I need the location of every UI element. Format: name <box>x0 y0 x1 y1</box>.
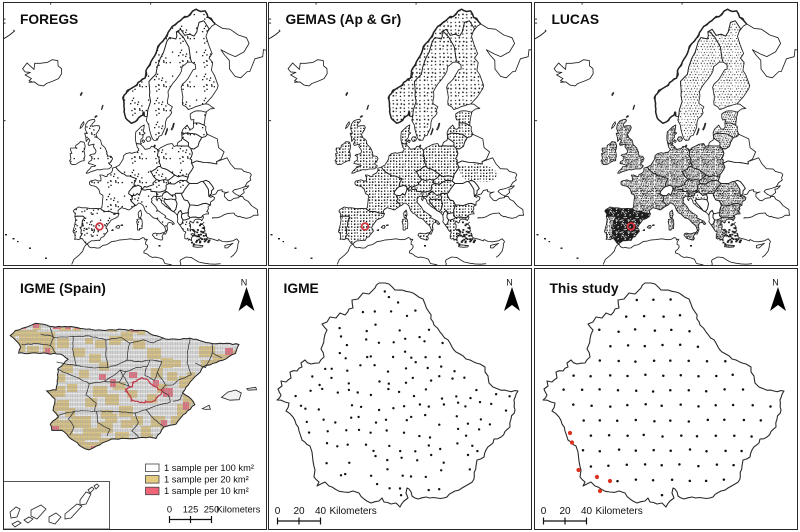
svg-text:FOREGS: FOREGS <box>20 12 78 27</box>
svg-text:1 sample per 10 km²: 1 sample per 10 km² <box>164 486 249 496</box>
svg-text:LUCAS: LUCAS <box>552 12 600 27</box>
svg-text:N: N <box>241 278 248 288</box>
svg-text:40: 40 <box>315 506 327 517</box>
svg-text:125: 125 <box>183 505 199 515</box>
svg-text:Kilometers: Kilometers <box>217 505 261 515</box>
svg-text:This study: This study <box>550 281 619 296</box>
svg-text:0: 0 <box>541 506 547 517</box>
svg-text:N: N <box>506 278 513 288</box>
svg-text:40: 40 <box>581 506 593 517</box>
svg-text:250: 250 <box>204 505 220 515</box>
svg-text:0: 0 <box>275 506 281 517</box>
svg-text:IGME (Spain): IGME (Spain) <box>20 281 106 296</box>
svg-text:GEMAS (Ap & Gr): GEMAS (Ap & Gr) <box>286 12 402 27</box>
svg-text:IGME: IGME <box>284 281 319 296</box>
svg-text:Kilometers: Kilometers <box>596 506 643 517</box>
svg-text:1 sample per 100 km²: 1 sample per 100 km² <box>164 463 254 473</box>
svg-text:20: 20 <box>559 506 571 517</box>
svg-text:1 sample per 20 km²: 1 sample per 20 km² <box>164 475 249 485</box>
svg-text:20: 20 <box>293 506 305 517</box>
svg-text:N: N <box>772 278 779 288</box>
svg-text:0: 0 <box>167 505 172 515</box>
svg-text:Kilometers: Kilometers <box>330 506 377 517</box>
